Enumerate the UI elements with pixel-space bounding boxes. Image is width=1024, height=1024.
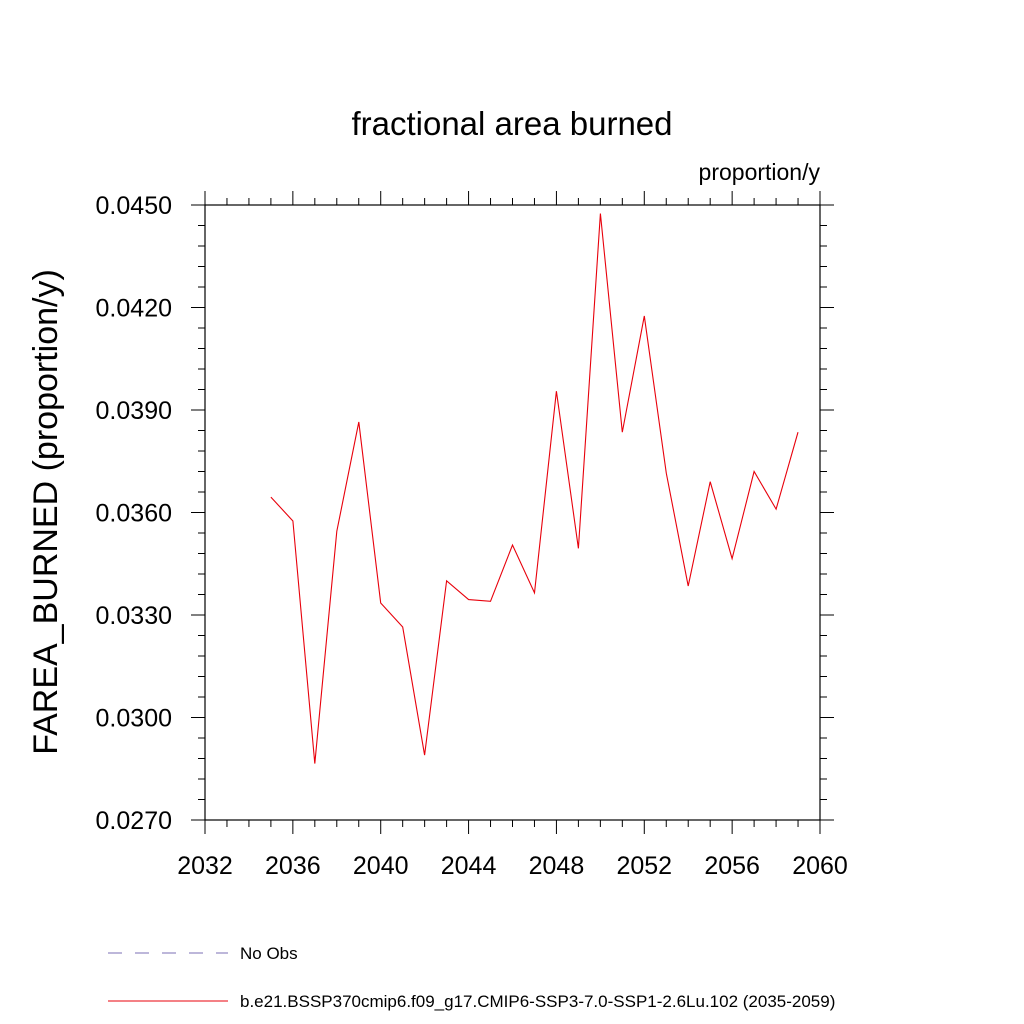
- y-tick-label: 0.0390: [96, 397, 172, 425]
- x-tick-label: 2052: [616, 852, 672, 880]
- y-tick-label: 0.0300: [96, 705, 172, 733]
- x-tick-label: 2060: [792, 852, 848, 880]
- series-line: [270, 213, 799, 764]
- legend-label: No Obs: [240, 944, 298, 963]
- axis-ticks: [191, 191, 834, 834]
- x-tick-label: 2048: [529, 852, 585, 880]
- series-layer: [270, 213, 799, 764]
- y-tick-label: 0.0270: [96, 807, 172, 835]
- y-tick-label: 0.0450: [96, 192, 172, 220]
- x-tick-label: 2056: [704, 852, 760, 880]
- x-tick-label: 2036: [265, 852, 321, 880]
- y-tick-label: 0.0420: [96, 295, 172, 323]
- legend: No Obs b.e21.BSSP370cmip6.f09_g17.CMIP6-S…: [108, 944, 835, 1011]
- y-axis-label: FAREA_BURNED (proportion/y): [27, 269, 65, 755]
- tick-labels: 2032 2036 2040 2044 2048 2052 2056 2060 0.0270 0.…: [96, 192, 848, 880]
- y-tick-label: 0.0360: [96, 500, 172, 528]
- x-tick-label: 2040: [353, 852, 409, 880]
- x-tick-label: 2044: [441, 852, 497, 880]
- units-label: proportion/y: [699, 159, 821, 185]
- chart-title: fractional area burned: [351, 105, 672, 142]
- legend-label: b.e21.BSSP370cmip6.f09_g17.CMIP6-SSP3-7.…: [240, 992, 835, 1011]
- plot-frame: [204, 204, 821, 821]
- y-tick-label: 0.0330: [96, 602, 172, 630]
- x-tick-label: 2032: [177, 852, 233, 880]
